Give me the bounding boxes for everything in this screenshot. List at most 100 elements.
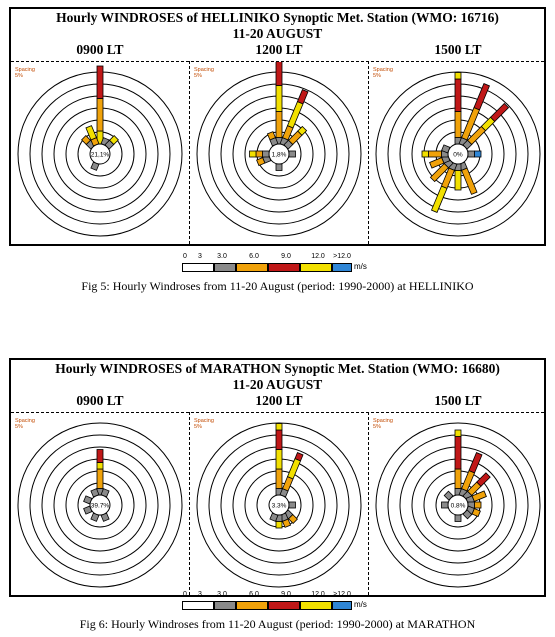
- legend-swatch-yellow: [300, 601, 332, 610]
- title-line-1: Hourly WINDROSES of HELLINIKO Synoptic M…: [56, 10, 499, 25]
- legend-swatch-orange: [236, 263, 268, 272]
- petal-segment: [256, 157, 266, 167]
- petal-segment: [287, 513, 298, 524]
- legend-tick: 0: [183, 253, 187, 260]
- calm-percentage: 0%: [453, 152, 463, 159]
- ring-spacing-note: Spacing 5%: [194, 67, 214, 79]
- petal-segment: [249, 150, 257, 158]
- petal: [96, 449, 104, 496]
- petal-segment: [454, 436, 462, 470]
- petal-segment: [296, 89, 309, 105]
- legend-unit: m/s: [354, 600, 367, 609]
- legend-swatch-white: [182, 263, 214, 272]
- petal: [100, 512, 110, 522]
- petal: [441, 144, 451, 154]
- legend-tick: 6.0: [249, 253, 259, 260]
- petal: [458, 452, 483, 498]
- petal-segment: [96, 449, 104, 463]
- petal-segment: [473, 83, 490, 111]
- title-line-1: Hourly WINDROSES of MARATHON Synoptic Me…: [55, 361, 500, 376]
- petal: [458, 83, 490, 147]
- title-line-2: 11-20 AUGUST: [232, 377, 323, 392]
- petal-segment: [266, 131, 276, 141]
- petal-segment: [454, 111, 462, 138]
- petal-segment: [441, 501, 449, 509]
- legend-swatch-blue: [332, 601, 352, 610]
- legend-swatch-red: [268, 601, 300, 610]
- petal-segment: [262, 150, 270, 158]
- legend-ticks: 0 3 3.0 6.0 9.0 12.0 >12.0: [182, 591, 372, 600]
- spacing-label: Spacing: [194, 418, 214, 424]
- petal: [454, 72, 462, 145]
- petal-segment: [471, 490, 487, 502]
- petal: [104, 135, 119, 150]
- petal: [90, 161, 100, 171]
- petal-segment: [269, 512, 279, 522]
- legend-swatch-blue: [332, 263, 352, 272]
- windrose-chart: 21,1%: [17, 65, 183, 237]
- petal-segment: [468, 452, 483, 474]
- ring-spacing-note: Spacing 5%: [15, 67, 35, 79]
- figure-caption: Fig 5: Hourly Windroses from 11-20 Augus…: [81, 279, 474, 293]
- calm-percentage: 0.8%: [451, 503, 466, 510]
- petal: [462, 509, 473, 520]
- petal-segment: [454, 170, 462, 191]
- petal-segment: [81, 135, 92, 146]
- ring: [29, 434, 171, 576]
- divider: [368, 61, 369, 244]
- ring: [375, 71, 541, 237]
- legend-unit: m/s: [354, 262, 367, 271]
- petal-segment: [476, 472, 491, 487]
- windrose-chart: 39.7%: [17, 422, 183, 588]
- petal: [85, 125, 100, 147]
- petal: [454, 429, 462, 496]
- petal-segment: [90, 512, 100, 522]
- petal: [288, 501, 296, 509]
- legend-tick: >12.0: [333, 591, 351, 598]
- legend-tick: 6.0: [249, 591, 259, 598]
- petal-segment: [90, 161, 100, 171]
- ring-spacing-note: Spacing 5%: [373, 418, 393, 430]
- calm-percentage: 3.3%: [272, 503, 287, 510]
- spacing-value: 5%: [194, 73, 202, 79]
- petal-segment: [255, 150, 263, 158]
- petal-segment: [100, 488, 110, 498]
- petal-segment: [275, 85, 283, 112]
- petal: [443, 490, 454, 501]
- ring: [17, 422, 183, 588]
- petal-segment: [429, 162, 450, 183]
- ring-spacing-note: Spacing 5%: [15, 418, 35, 430]
- legend-tick: 9.0: [281, 591, 291, 598]
- legend-tick: 3.0: [217, 591, 227, 598]
- column-title: 0900 LT: [76, 393, 124, 408]
- petal: [288, 150, 296, 158]
- petal: [283, 125, 308, 150]
- petal: [462, 102, 510, 150]
- legend-tick: 12.0: [311, 591, 325, 598]
- petal-segment: [294, 452, 304, 462]
- petal: [90, 512, 100, 522]
- petal-segment: [275, 111, 283, 138]
- petal-segment: [454, 78, 462, 112]
- legend-tick: 3: [198, 253, 202, 260]
- petal-segment: [288, 150, 296, 158]
- title-line-2: 11-20 AUGUST: [232, 26, 323, 41]
- speed-legend: 0 3 3.0 6.0 9.0 12.0 >12.0 m/s: [182, 591, 372, 619]
- legend-swatch-white: [182, 601, 214, 610]
- petal-segment: [462, 509, 473, 520]
- spacing-value: 5%: [373, 73, 381, 79]
- petal: [275, 62, 283, 145]
- legend-tick: 3.0: [217, 253, 227, 260]
- petal: [266, 131, 279, 147]
- spacing-value: 5%: [15, 424, 23, 430]
- petal-segment: [275, 449, 283, 470]
- petal-segment: [286, 458, 302, 480]
- divider: [368, 412, 369, 595]
- petal-segment: [421, 150, 429, 158]
- petal: [83, 505, 93, 515]
- column-title: 1500 LT: [434, 42, 482, 57]
- column-title: 1200 LT: [255, 42, 303, 57]
- ring: [196, 422, 362, 588]
- petal: [454, 514, 462, 522]
- legend-tick: >12.0: [333, 253, 351, 260]
